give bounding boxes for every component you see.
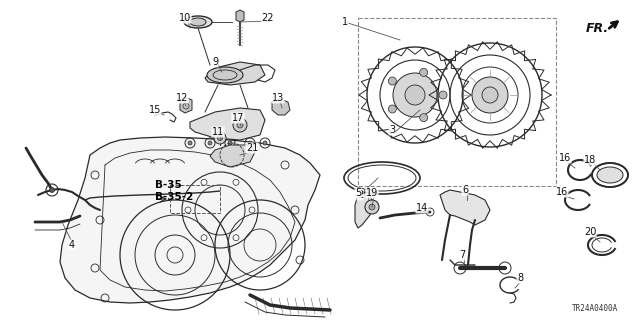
Text: 19: 19 xyxy=(366,188,378,198)
Bar xyxy=(170,185,220,213)
Polygon shape xyxy=(205,62,265,85)
Text: 10: 10 xyxy=(179,13,191,23)
Ellipse shape xyxy=(190,18,206,26)
Ellipse shape xyxy=(49,188,54,193)
Ellipse shape xyxy=(388,77,396,85)
Text: 5: 5 xyxy=(355,188,361,198)
Text: 9: 9 xyxy=(212,57,218,67)
Text: B-35-2: B-35-2 xyxy=(155,192,193,202)
Ellipse shape xyxy=(263,141,267,145)
Ellipse shape xyxy=(233,118,247,132)
Text: 12: 12 xyxy=(176,93,188,103)
Ellipse shape xyxy=(248,141,252,145)
Ellipse shape xyxy=(439,91,447,99)
Text: 3: 3 xyxy=(389,125,395,135)
Ellipse shape xyxy=(369,204,375,210)
Text: FR.: FR. xyxy=(586,21,609,35)
Ellipse shape xyxy=(420,114,428,122)
Ellipse shape xyxy=(208,141,212,145)
Ellipse shape xyxy=(420,68,428,76)
Text: B-35: B-35 xyxy=(155,180,182,190)
Text: 22: 22 xyxy=(262,13,275,23)
Ellipse shape xyxy=(597,167,623,183)
Ellipse shape xyxy=(472,77,508,113)
Text: 20: 20 xyxy=(584,227,596,237)
Polygon shape xyxy=(355,192,372,228)
Text: 2: 2 xyxy=(357,190,363,200)
Ellipse shape xyxy=(365,200,379,214)
Ellipse shape xyxy=(184,16,212,28)
Text: 15: 15 xyxy=(149,105,161,115)
Text: 14: 14 xyxy=(416,203,428,213)
Polygon shape xyxy=(60,137,320,303)
Text: 16: 16 xyxy=(556,187,568,197)
Ellipse shape xyxy=(237,122,243,128)
Ellipse shape xyxy=(228,141,232,145)
Text: 13: 13 xyxy=(272,93,284,103)
Text: 6: 6 xyxy=(462,185,468,195)
Ellipse shape xyxy=(207,67,243,83)
Polygon shape xyxy=(236,10,244,22)
Polygon shape xyxy=(272,99,290,115)
Text: 17: 17 xyxy=(232,113,244,123)
Text: 1: 1 xyxy=(342,17,348,27)
Text: 16: 16 xyxy=(559,153,571,163)
Bar xyxy=(358,18,556,186)
Ellipse shape xyxy=(214,132,226,144)
Polygon shape xyxy=(190,108,265,140)
Text: 4: 4 xyxy=(69,240,75,250)
Ellipse shape xyxy=(393,73,437,117)
Polygon shape xyxy=(180,97,192,113)
Ellipse shape xyxy=(188,141,192,145)
Text: 7: 7 xyxy=(459,250,465,260)
Polygon shape xyxy=(440,190,490,225)
Ellipse shape xyxy=(405,85,425,105)
Polygon shape xyxy=(210,145,255,167)
Ellipse shape xyxy=(388,105,396,113)
Text: 8: 8 xyxy=(517,273,523,283)
Text: 18: 18 xyxy=(584,155,596,165)
Text: 11: 11 xyxy=(212,127,224,137)
Ellipse shape xyxy=(482,87,498,103)
Text: 21: 21 xyxy=(246,143,258,153)
Ellipse shape xyxy=(218,135,223,140)
Text: TR24A0400A: TR24A0400A xyxy=(572,304,618,313)
